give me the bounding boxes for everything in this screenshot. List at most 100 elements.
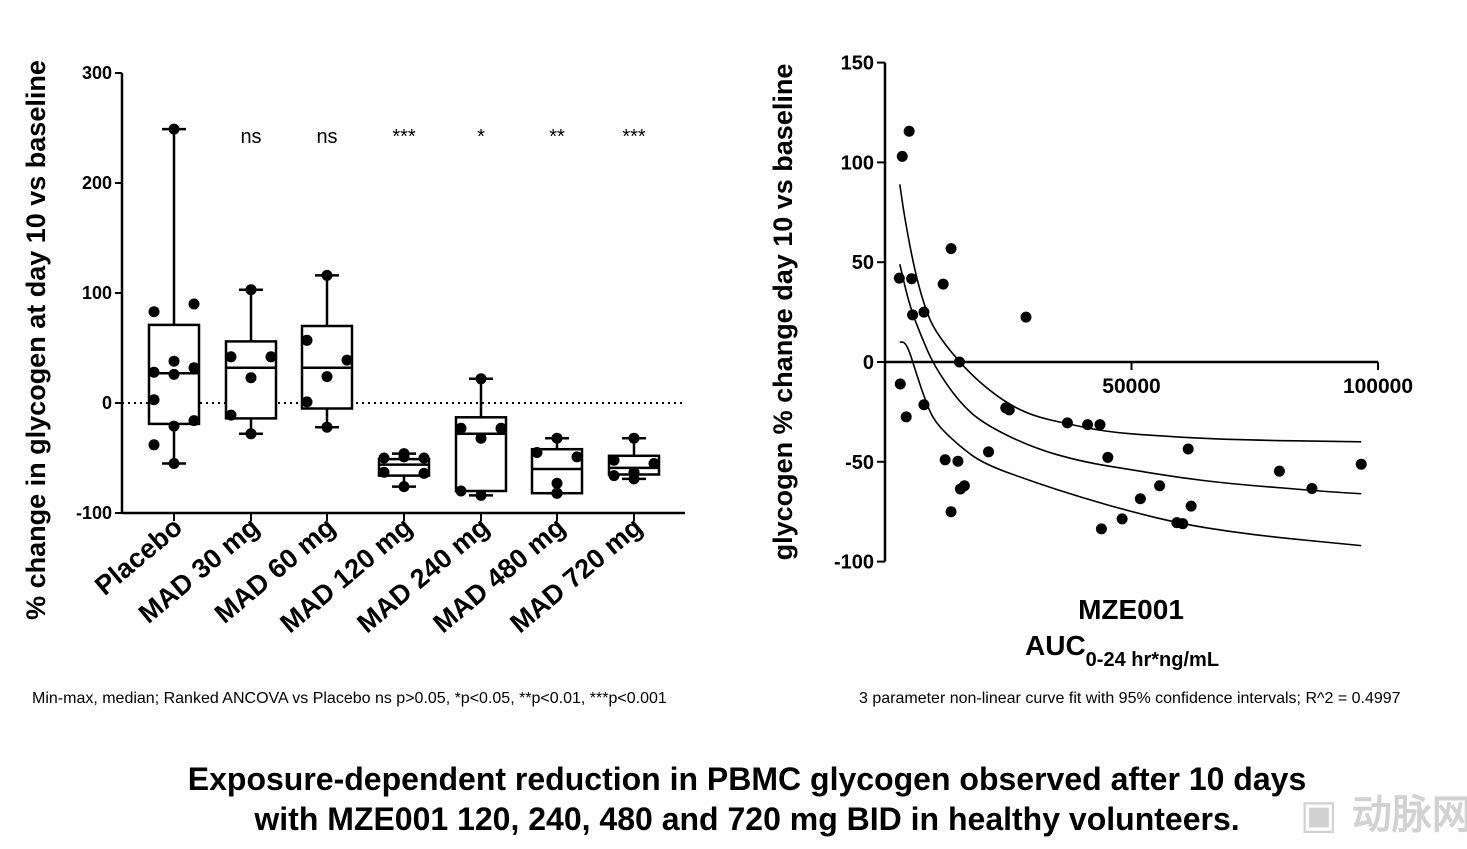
box-group-0: Placebo xyxy=(89,123,201,601)
left-y-axis-label: % change in glycogen at day 10 vs baseli… xyxy=(21,60,51,620)
y-tick-label: 300 xyxy=(82,63,112,83)
right-x-axis-label-auc: AUC0-24 hr*ng/mL xyxy=(1025,630,1219,671)
category-label: MAD 240 mg xyxy=(351,512,494,639)
data-point xyxy=(1182,443,1194,455)
data-point xyxy=(1094,419,1106,431)
data-point xyxy=(245,428,257,440)
data-point xyxy=(1177,518,1189,530)
data-point xyxy=(571,451,583,463)
figure-title-line-2: with MZE001 120, 240, 480 and 720 mg BID… xyxy=(253,801,1239,837)
auc-subscript: 0-24 hr*ng/mL xyxy=(1086,649,1219,671)
data-point xyxy=(398,481,410,493)
data-point xyxy=(225,409,237,421)
data-point xyxy=(225,351,237,363)
data-point xyxy=(939,454,951,466)
data-point xyxy=(896,150,908,162)
data-point xyxy=(418,452,430,464)
data-point xyxy=(1116,513,1128,525)
data-point xyxy=(341,354,353,366)
data-point xyxy=(265,351,277,363)
data-point xyxy=(148,366,160,378)
y-tick-label: 50 xyxy=(852,252,874,274)
data-point xyxy=(907,309,919,321)
data-point xyxy=(321,371,333,383)
data-point xyxy=(918,399,930,411)
scatter-chart: glycogen % change day 10 vs baseline MZE… xyxy=(768,53,1413,707)
right-footnote: 3 parameter non-linear curve fit with 95… xyxy=(859,690,1401,707)
auc-main: AUC xyxy=(1025,630,1086,661)
data-point xyxy=(608,470,620,482)
category-label: MAD 480 mg xyxy=(427,512,570,639)
data-point xyxy=(551,477,563,489)
data-point xyxy=(495,422,507,434)
y-tick-label: 200 xyxy=(82,173,112,193)
data-point xyxy=(168,420,180,432)
data-point xyxy=(301,396,313,408)
data-point xyxy=(531,447,543,458)
data-point xyxy=(148,394,160,406)
data-point xyxy=(648,458,660,469)
data-point xyxy=(168,368,180,380)
ci-upper-curve xyxy=(898,184,1362,443)
fit-curve xyxy=(899,264,1362,495)
data-point xyxy=(551,487,563,499)
data-point xyxy=(983,446,995,458)
data-point xyxy=(321,269,333,281)
data-point xyxy=(475,373,487,385)
data-point xyxy=(188,415,200,427)
significance-label: * xyxy=(477,126,485,148)
data-point xyxy=(455,422,467,434)
data-point xyxy=(148,439,160,451)
data-point xyxy=(1095,523,1107,535)
data-point xyxy=(628,473,640,485)
significance-label: *** xyxy=(392,126,416,148)
y-tick-label: 150 xyxy=(841,53,874,75)
data-point xyxy=(148,306,160,318)
data-point xyxy=(894,378,906,390)
data-point xyxy=(551,432,563,444)
data-point xyxy=(1306,483,1318,495)
data-point xyxy=(1020,311,1032,323)
data-point xyxy=(628,432,640,444)
y-tick-label: -50 xyxy=(845,452,874,474)
data-point xyxy=(958,480,970,492)
data-point xyxy=(945,506,957,518)
x-tick-label: 100000 xyxy=(1343,375,1413,398)
data-point xyxy=(903,125,915,137)
y-tick-label: -100 xyxy=(76,503,112,523)
data-point xyxy=(168,458,180,469)
data-point xyxy=(937,278,949,290)
y-tick-label: 100 xyxy=(841,152,874,174)
y-tick-label: 0 xyxy=(102,393,112,413)
data-point xyxy=(321,421,333,433)
significance-label: ns xyxy=(316,126,337,148)
category-label: MAD 720 mg xyxy=(504,512,647,639)
data-point xyxy=(1003,404,1015,416)
data-point xyxy=(1102,451,1114,463)
data-point xyxy=(1154,480,1166,492)
data-point xyxy=(1082,419,1094,431)
significance-label: ns xyxy=(240,126,261,148)
data-point xyxy=(893,272,905,284)
data-point xyxy=(952,455,964,467)
x-tick-label: 50000 xyxy=(1102,375,1160,398)
data-point xyxy=(906,273,918,285)
data-point xyxy=(475,432,487,444)
data-point xyxy=(1134,493,1146,505)
right-y-axis-label: glycogen % change day 10 vs baseline xyxy=(768,64,798,561)
ci-lower-curve xyxy=(899,341,1362,547)
significance-label: ** xyxy=(549,126,565,148)
data-point xyxy=(378,452,390,464)
data-point xyxy=(953,356,965,368)
data-point xyxy=(245,284,257,296)
data-point xyxy=(1273,465,1285,477)
y-tick-label: 0 xyxy=(863,352,874,374)
data-point xyxy=(168,123,180,135)
data-point xyxy=(418,467,430,479)
data-point xyxy=(1061,417,1073,429)
right-x-axis-label: MZE001 xyxy=(1078,594,1184,625)
data-point xyxy=(475,489,487,501)
data-point xyxy=(1185,500,1197,512)
data-point xyxy=(245,372,257,384)
